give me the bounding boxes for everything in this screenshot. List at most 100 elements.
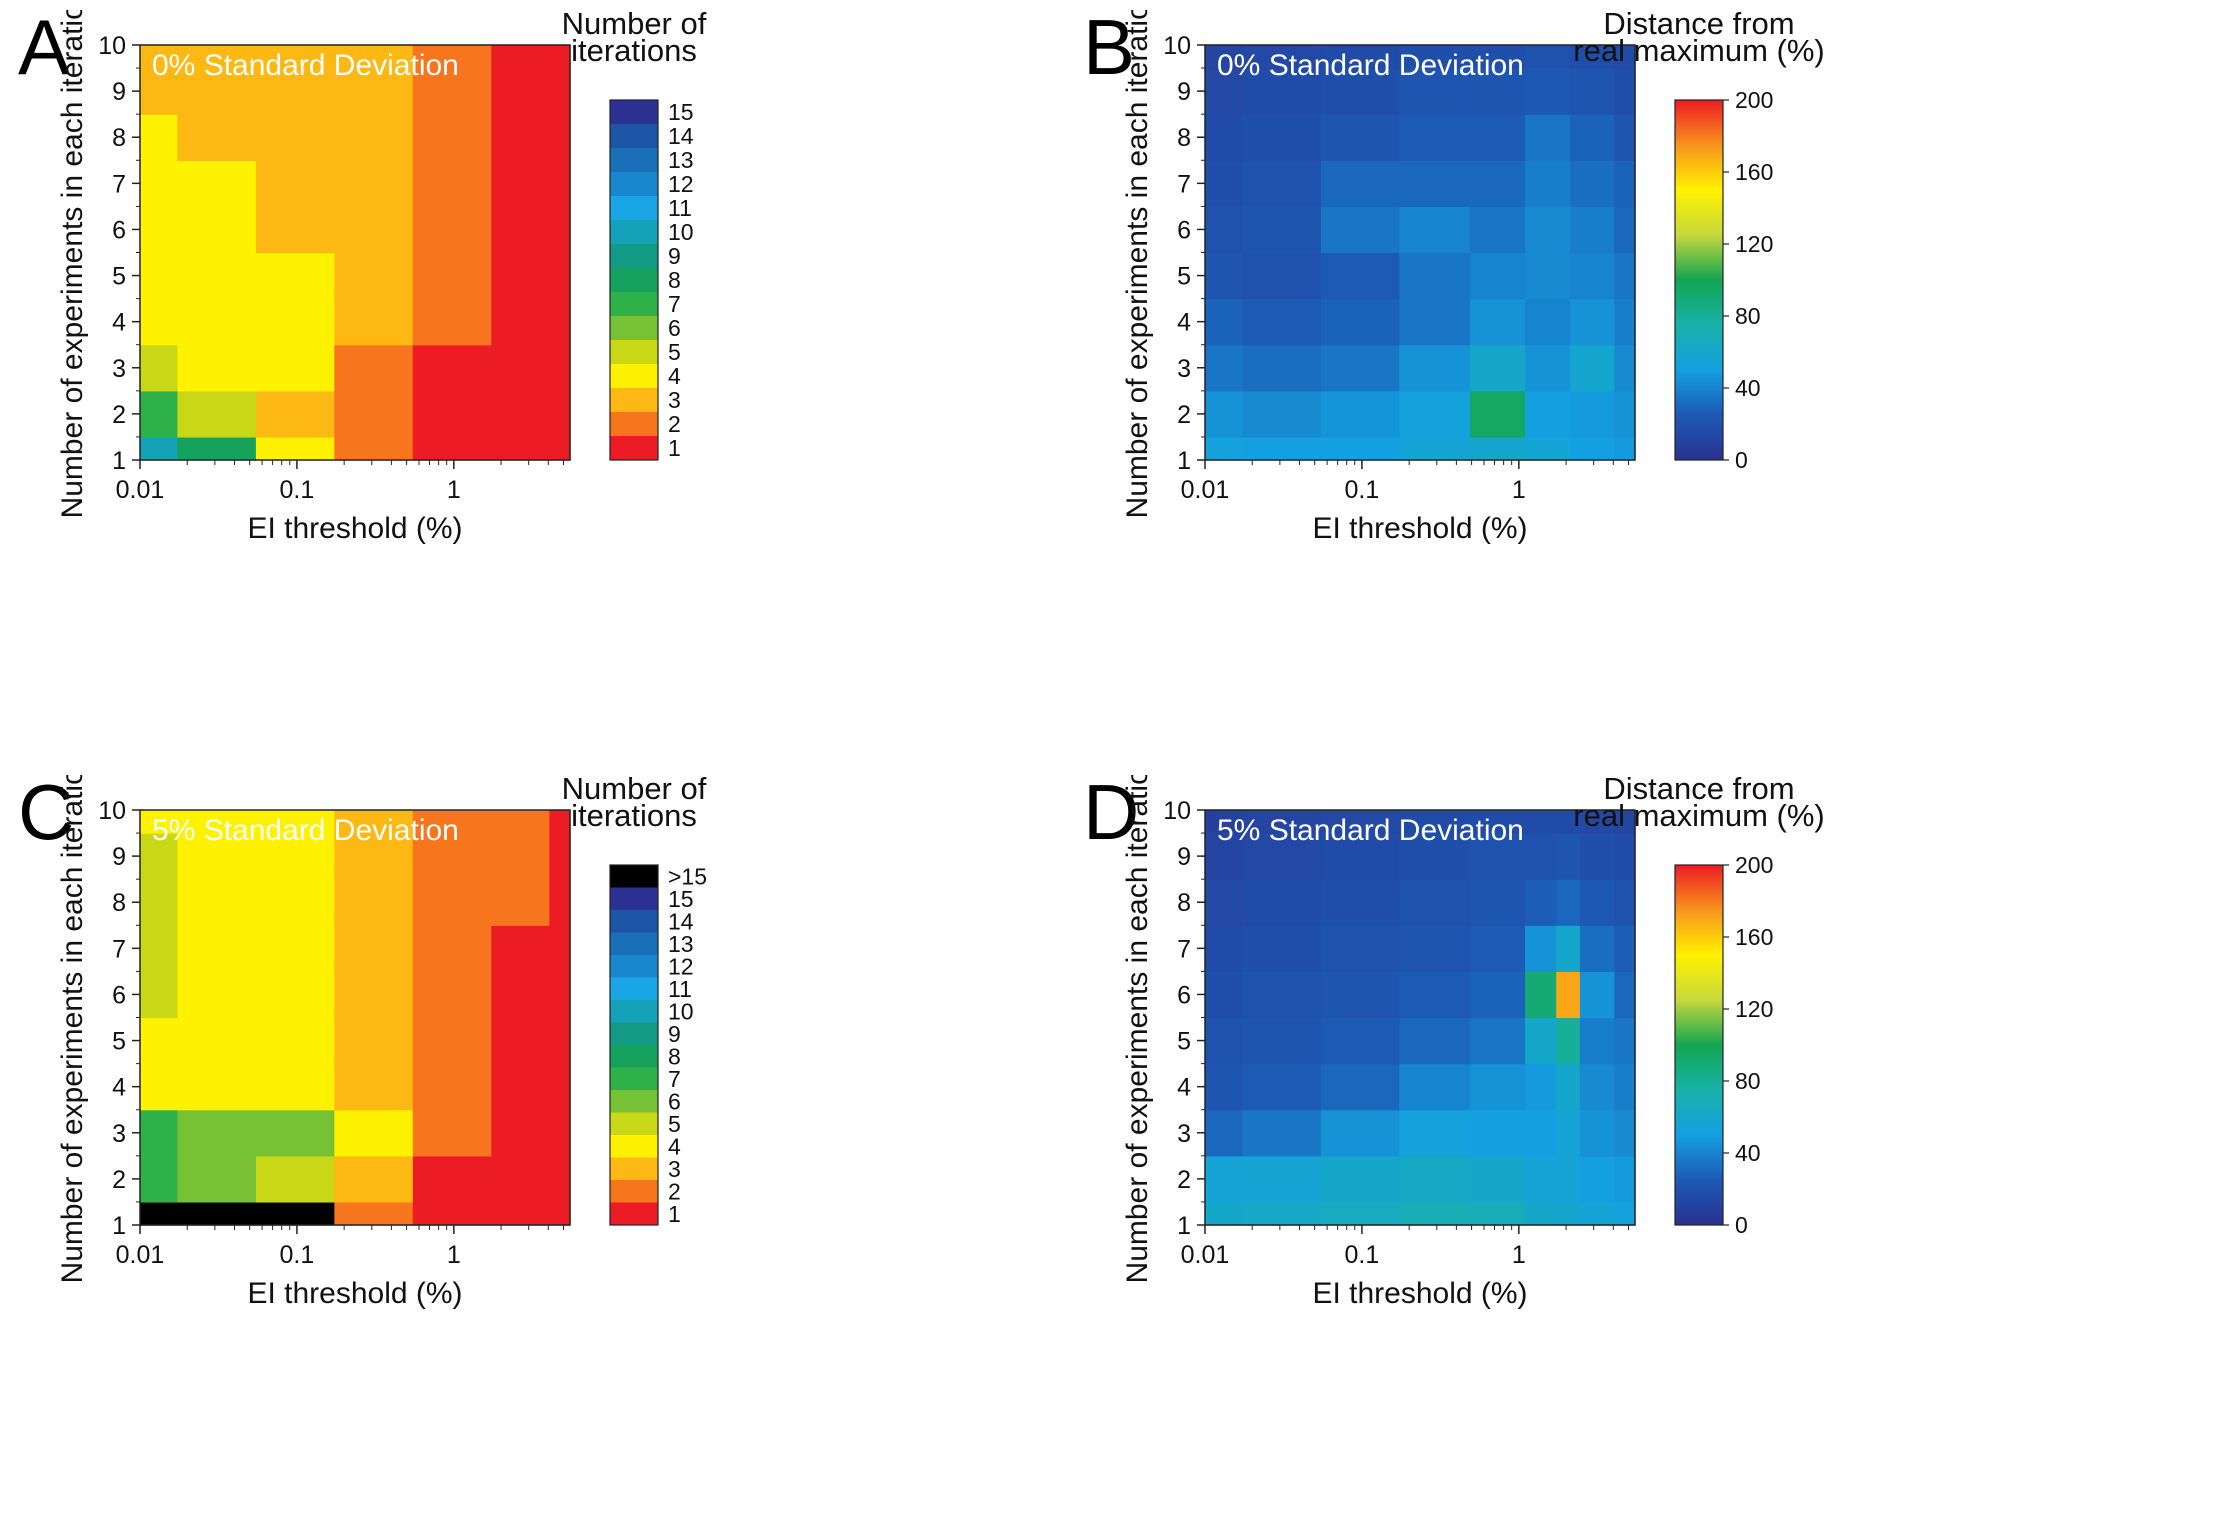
y-tick-label: 8 [112,889,126,917]
heatmap-cell [1614,114,1636,161]
y-tick-label: 8 [112,124,126,152]
heatmap-cell [334,1063,414,1111]
x-tick-label: 0.1 [280,476,315,504]
heatmap-cell [412,1155,492,1203]
y-tick-label: 3 [112,1120,126,1148]
heatmap-cell [177,436,257,461]
heatmap-cell [140,298,179,346]
colorbar-swatch [610,1045,658,1068]
heatmap-cell [1399,252,1471,300]
colorbar-swatch [610,1157,658,1181]
heatmap-cell [1205,1109,1244,1157]
heatmap-cell [412,1017,492,1065]
heatmap-cell [1614,879,1636,926]
heatmap-cell [177,879,257,926]
colorbar-label: 120 [1735,996,1773,1022]
heatmap-cell [549,879,571,926]
colorbar-swatch [610,865,658,888]
heatmap-cell [549,390,571,438]
heatmap-cell [1470,1201,1526,1226]
heatmap-cell [1614,925,1636,972]
heatmap-cell [1320,833,1400,880]
heatmap-cell [177,1155,257,1203]
heatmap-cell [1525,1109,1557,1157]
x-axis-label: EI threshold (%) [1312,512,1527,545]
heatmap-cell [1614,298,1636,346]
heatmap-cell [255,833,335,880]
y-axis-label: Number of experiments in each iteration [56,775,89,1283]
heatmap-cell [1205,114,1244,161]
heatmap-cell [255,436,335,461]
heatmap-cell [140,252,179,300]
heatmap-cell [1470,810,1526,834]
heatmap-cell [1470,879,1526,926]
heatmap-cell [1205,833,1244,880]
y-tick-label: 2 [112,401,126,429]
heatmap-cell [140,160,179,207]
heatmap-cell [1320,879,1400,926]
heatmap-cell [1205,390,1244,438]
colorbar-swatch [610,887,658,911]
heatmap-cell [491,252,550,300]
heatmap-cell [1470,436,1526,461]
heatmap-cell [1579,1201,1615,1226]
heatmap-cell [549,45,571,69]
heatmap-cell [1242,45,1322,69]
heatmap-cell [177,833,257,880]
heatmap-cell [1614,390,1636,438]
heatmap-cell [1399,390,1471,438]
heatmap-cell [1242,252,1322,300]
heatmap-cell [1525,252,1571,300]
heatmap-cell [140,833,179,880]
heatmap-cell [1320,1063,1400,1111]
colorbar-swatch [610,148,658,173]
colorbar-frame [609,99,659,461]
heatmap-cell [1525,925,1557,972]
heatmap-cell [1399,833,1471,880]
heatmap-cell [1399,298,1471,346]
heatmap-cell [1242,114,1322,161]
heatmap-cell [177,68,257,115]
x-tick-label: 0.1 [1345,1241,1380,1269]
heatmap-cell [255,298,335,346]
heatmap-cell [1242,1201,1322,1226]
y-tick-label: 6 [112,216,126,244]
heatmap-cell [549,1109,571,1157]
heatmap-cell [1205,1155,1244,1203]
colorbar-swatch [610,172,658,197]
colorbar-label: 10 [668,998,694,1024]
heatmap-cell [334,1201,414,1226]
heatmap-cell [1525,68,1571,115]
heatmap-cell [549,971,571,1019]
heatmap-cell [1556,833,1581,880]
heatmap-cell [255,160,335,207]
heatmap-cell [140,68,179,115]
heatmap-cell [491,344,550,392]
heatmap-cell [1614,833,1636,880]
heatmap-cell [491,1201,550,1226]
heatmap-cell [549,1155,571,1203]
heatmap-cell [1556,879,1581,926]
y-tick-label: 9 [112,843,126,871]
heatmap-cell [1320,298,1400,346]
heatmap-cell [412,810,492,834]
colorbar-label: 1 [668,1201,681,1227]
heatmap-cell [1525,45,1571,69]
y-tick-label: 7 [112,935,126,963]
heatmap-cell [1320,1109,1400,1157]
colorbar-label: 160 [1735,159,1773,185]
y-tick-label: 7 [112,170,126,198]
colorbar-frame [1674,864,1724,1226]
colorbar-swatch [610,196,658,221]
heatmap-cell [1570,160,1615,207]
heatmap-cell [334,344,414,392]
heatmap-cell [1525,114,1571,161]
heatmap-cell [255,45,335,69]
panel-c: C 5% Standard Deviation 1 2 3 4 5 6 7 8 9 10 0.01 0.1… [10,775,1110,1535]
heatmap-cell [1399,1155,1471,1203]
colorbar-swatch [610,124,658,149]
heatmap-cell [1399,879,1471,926]
heatmap-cell [491,879,550,926]
